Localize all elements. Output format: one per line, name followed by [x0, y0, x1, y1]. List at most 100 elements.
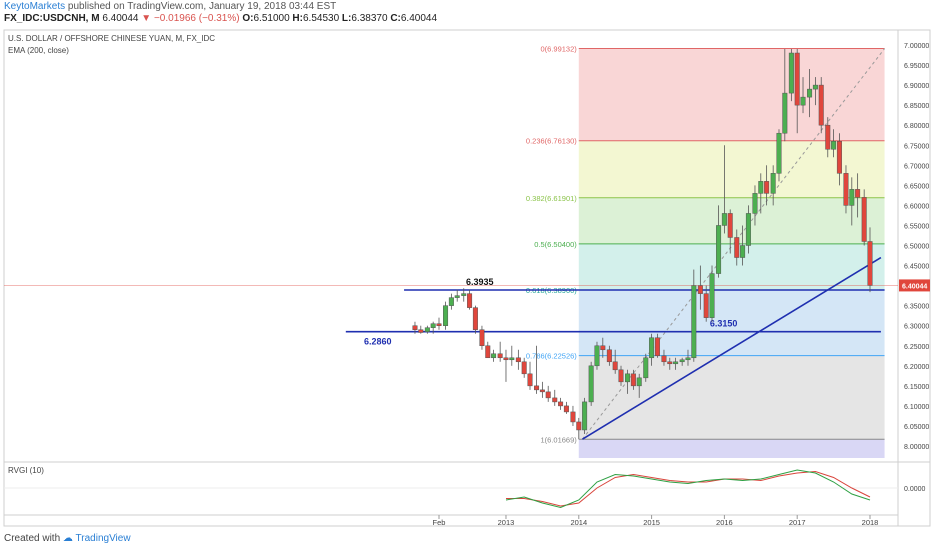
x-tick-label: 2017 [789, 518, 806, 527]
last-price: 6.40044 [102, 13, 139, 24]
candle-body [485, 345, 491, 359]
candle-body [709, 273, 715, 318]
down-arrow-icon: ▼ [141, 13, 152, 24]
y-tick-label: 6.70000 [904, 163, 929, 170]
candle-body [491, 353, 497, 359]
x-tick-label: 2018 [862, 518, 879, 527]
rvgi-axis-label: 0.0000 [904, 486, 926, 493]
candle-body [558, 401, 564, 407]
y-tick-label: 6.55000 [904, 223, 929, 230]
candle-body [716, 225, 722, 274]
candle-body [588, 365, 594, 403]
candle-body [509, 357, 515, 361]
candle-body [654, 337, 660, 357]
footer: Created with ☁ TradingView [4, 533, 131, 544]
tradingview-logo-icon: ☁ [62, 533, 73, 544]
candle-body [836, 140, 842, 174]
high-label: H: [292, 13, 303, 24]
candle-body [521, 361, 527, 375]
y-tick-label: 6.30000 [904, 324, 929, 331]
x-tick-label: 2015 [643, 518, 660, 527]
last-price-tag-label: 6.40044 [902, 283, 927, 290]
candle-body [472, 307, 478, 330]
candle-body [594, 345, 600, 367]
candle-body [697, 285, 703, 294]
trendline [582, 256, 882, 440]
candle-body [812, 84, 818, 90]
fib-level-label: 0.5(6.50400) [534, 240, 577, 249]
publisher-link[interactable]: KeytoMarkets [4, 1, 66, 12]
open-label: O: [242, 13, 254, 24]
candle-body [867, 241, 873, 286]
candle-body [745, 213, 751, 246]
candle-body [424, 327, 430, 332]
candle-body [534, 385, 540, 391]
low-value: 6.38370 [351, 13, 388, 24]
y-tick-label: 6.95000 [904, 63, 929, 70]
candle-body [576, 421, 582, 431]
candle-body [800, 96, 806, 106]
candle-body [454, 295, 460, 298]
candle-body [770, 173, 776, 194]
candle-body [418, 329, 424, 333]
candle-body [661, 355, 667, 363]
candle-body [727, 213, 733, 238]
candle-body [831, 140, 837, 150]
fib-level-label: 0(6.99132) [541, 44, 578, 53]
candle-body [667, 361, 673, 365]
candle-body [685, 357, 691, 361]
rvgi-signal-line [506, 470, 871, 507]
level-label: 6.3150 [710, 319, 738, 329]
tradingview-brand[interactable]: TradingView [75, 533, 131, 544]
candle-body [497, 353, 503, 359]
y-tick-label: 6.45000 [904, 264, 929, 271]
candle-body [600, 345, 606, 351]
level-label: 6.3935 [466, 277, 494, 287]
y-tick-label: 6.80000 [904, 123, 929, 130]
fib-diagonal-line [582, 48, 885, 440]
candle-body [618, 369, 624, 383]
y-tick-label: 7.00000 [904, 43, 929, 50]
fib-level-label: 0.236(6.76130) [526, 137, 577, 146]
x-tick-label: 2013 [498, 518, 515, 527]
price-change: −0.01966 (−0.31%) [153, 13, 240, 24]
candle-body [721, 213, 727, 226]
open-value: 6.51000 [253, 13, 290, 24]
candle-body [855, 189, 861, 198]
level-label: 6.2860 [364, 337, 392, 347]
ema-legend: EMA (200, close) [8, 46, 69, 55]
candle-body [673, 361, 679, 365]
candle-body [782, 92, 788, 134]
candle-body [570, 411, 576, 423]
candle-body [448, 297, 454, 306]
candle-body [679, 359, 685, 363]
y-tick-label: 6.10000 [904, 404, 929, 411]
rvgi-legend: RVGI (10) [8, 466, 44, 475]
candle-body [479, 329, 485, 346]
y-tick-label: 6.25000 [904, 344, 929, 351]
fib-zone [578, 439, 885, 458]
candle-body [764, 181, 770, 194]
fib-zone [578, 243, 885, 291]
candle-body [606, 349, 612, 363]
x-tick-label: 2016 [716, 518, 733, 527]
y-tick-label: 6.35000 [904, 304, 929, 311]
candle-body [861, 197, 867, 242]
candle-body [752, 193, 758, 214]
y-tick-label: 6.15000 [904, 384, 929, 391]
y-tick-label: 6.05000 [904, 424, 929, 431]
y-tick-label: 6.20000 [904, 364, 929, 371]
fib-level-label: 1(6.01669) [541, 435, 578, 444]
candle-body [467, 293, 473, 308]
candle-body [843, 173, 849, 206]
candle-body [818, 84, 824, 126]
candle-body [412, 325, 418, 330]
created-with-text: Created with [4, 533, 61, 544]
close-label: C: [390, 13, 401, 24]
rvgi-main-line [505, 469, 871, 509]
candle-body [630, 373, 636, 387]
candle-body [436, 323, 442, 326]
candle-body [612, 361, 618, 371]
candle-body [807, 88, 813, 98]
